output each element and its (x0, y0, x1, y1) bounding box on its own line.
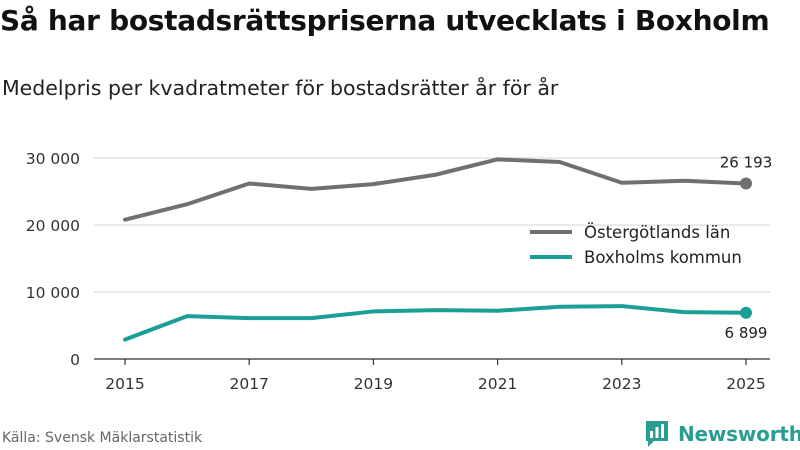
x-tick-label: 2025 (726, 375, 765, 393)
x-tick-label: 2015 (105, 375, 144, 393)
y-tick-label: 30 000 (26, 150, 80, 168)
legend-label: Boxholms kommun (584, 248, 742, 267)
brand-name: Newsworthy (678, 422, 800, 446)
end-point-marker (740, 306, 752, 319)
x-tick-label: 2021 (478, 375, 517, 393)
chart-subtitle: Medelpris per kvadratmeter för bostadsrä… (2, 76, 559, 100)
end-point-marker (740, 177, 752, 190)
newsworthy-logo-icon (646, 421, 668, 447)
end-value-label: 6 899 (725, 324, 768, 342)
brand-logo: Newsworthy (644, 419, 800, 449)
chart-title: Så har bostadsrättspriserna utvecklats i… (0, 4, 770, 37)
x-tick-label: 2019 (354, 375, 393, 393)
series-line-ostergotland (123, 157, 748, 222)
source-note: Källa: Svensk Mäklarstatistik (2, 430, 203, 446)
end-value-label: 26 193 (720, 154, 773, 172)
legend-label: Östergötlands län (584, 223, 730, 242)
y-tick-label: 20 000 (26, 217, 80, 235)
y-tick-label: 10 000 (26, 284, 80, 302)
y-tick-label: 0 (70, 351, 80, 369)
x-tick-label: 2017 (229, 375, 268, 393)
x-tick-label: 2023 (602, 375, 641, 393)
series-line-boxholm (123, 304, 748, 342)
